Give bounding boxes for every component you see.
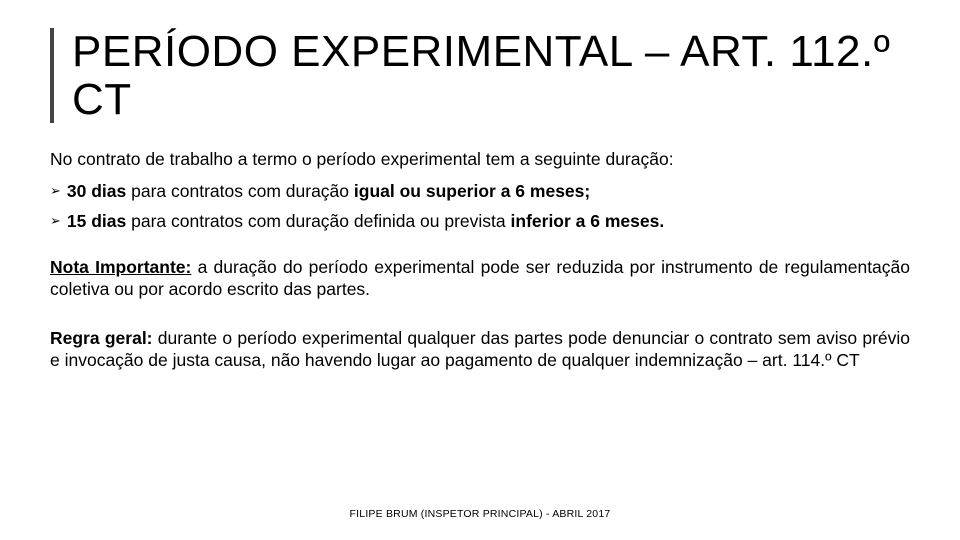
bullet-text: 30 dias para contratos com duração igual… <box>67 181 590 203</box>
bullet-bold-tail: igual ou superior a 6 meses; <box>354 181 590 201</box>
rule-label: Regra geral: <box>50 328 153 348</box>
intro-text: No contrato de trabalho a termo o períod… <box>50 149 910 171</box>
bullet-item: ➢ 15 dias para contratos com duração def… <box>50 211 910 233</box>
title-block: PERÍODO EXPERIMENTAL – ART. 112.º CT <box>50 28 910 123</box>
bullet-item: ➢ 30 dias para contratos com duração igu… <box>50 181 910 203</box>
accent-bar <box>50 28 54 123</box>
slide: PERÍODO EXPERIMENTAL – ART. 112.º CT No … <box>0 0 960 540</box>
rule-text: durante o período experimental qualquer … <box>50 328 910 370</box>
note-label: Nota Importante: <box>50 257 191 277</box>
bullet-bold-lead: 15 dias <box>67 211 126 231</box>
note-paragraph: Nota Importante: a duração do período ex… <box>50 257 910 301</box>
bullet-mid: para contratos com duração definida ou p… <box>126 211 510 231</box>
slide-title: PERÍODO EXPERIMENTAL – ART. 112.º CT <box>72 28 910 123</box>
bullet-text: 15 dias para contratos com duração defin… <box>67 211 664 233</box>
bullet-bold-lead: 30 dias <box>67 181 126 201</box>
bullet-mid: para contratos com duração <box>126 181 354 201</box>
bullet-bold-tail: inferior a 6 meses. <box>511 211 665 231</box>
bullet-marker-icon: ➢ <box>50 211 61 232</box>
bullet-marker-icon: ➢ <box>50 181 61 202</box>
rule-paragraph: Regra geral: durante o período experimen… <box>50 328 910 372</box>
body-content: No contrato de trabalho a termo o períod… <box>50 149 910 372</box>
footer-text: FILIPE BRUM (INSPETOR PRINCIPAL) - ABRIL… <box>0 508 960 520</box>
